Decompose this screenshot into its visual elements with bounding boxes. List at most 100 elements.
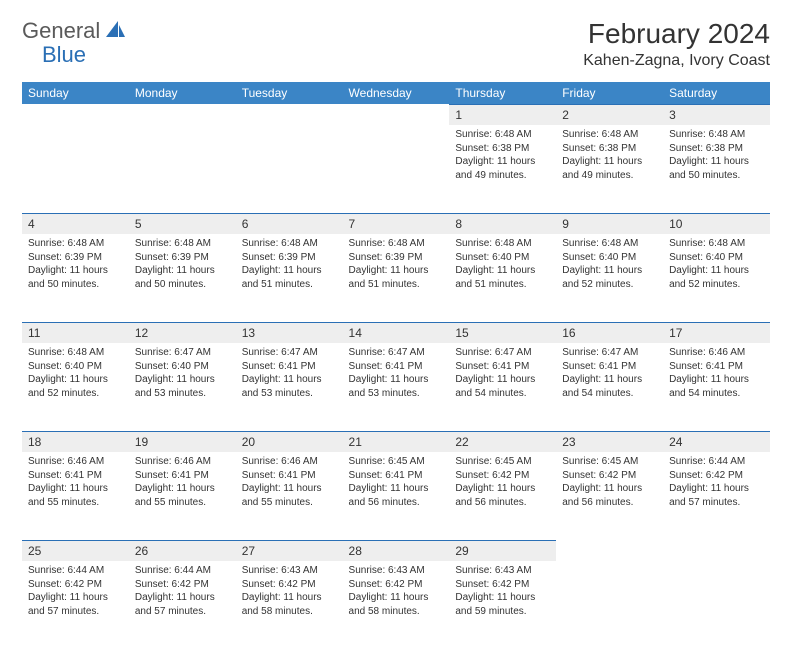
day-content-cell: Sunrise: 6:44 AMSunset: 6:42 PMDaylight:… <box>129 561 236 649</box>
day-content: Sunrise: 6:46 AMSunset: 6:41 PMDaylight:… <box>22 452 129 515</box>
day-content-cell <box>22 125 129 213</box>
day-content-cell: Sunrise: 6:47 AMSunset: 6:40 PMDaylight:… <box>129 343 236 431</box>
day-number: 2 <box>556 104 663 125</box>
month-title: February 2024 <box>583 18 770 50</box>
day-content-cell <box>129 125 236 213</box>
day-number: 29 <box>449 540 556 561</box>
day-content: Sunrise: 6:48 AMSunset: 6:38 PMDaylight:… <box>449 125 556 188</box>
logo: General <box>22 18 128 44</box>
day-content-cell: Sunrise: 6:43 AMSunset: 6:42 PMDaylight:… <box>236 561 343 649</box>
weekday-header: Friday <box>556 82 663 104</box>
day-content-cell: Sunrise: 6:48 AMSunset: 6:39 PMDaylight:… <box>343 234 450 322</box>
day-content: Sunrise: 6:45 AMSunset: 6:42 PMDaylight:… <box>449 452 556 515</box>
day-number-cell <box>22 104 129 125</box>
day-number-cell: 13 <box>236 322 343 343</box>
day-content: Sunrise: 6:47 AMSunset: 6:40 PMDaylight:… <box>129 343 236 406</box>
day-number-cell <box>343 104 450 125</box>
day-content-cell: Sunrise: 6:46 AMSunset: 6:41 PMDaylight:… <box>663 343 770 431</box>
day-content: Sunrise: 6:44 AMSunset: 6:42 PMDaylight:… <box>129 561 236 624</box>
day-number: 3 <box>663 104 770 125</box>
day-content-cell: Sunrise: 6:45 AMSunset: 6:42 PMDaylight:… <box>556 452 663 540</box>
day-content: Sunrise: 6:48 AMSunset: 6:39 PMDaylight:… <box>236 234 343 297</box>
day-content-cell: Sunrise: 6:47 AMSunset: 6:41 PMDaylight:… <box>236 343 343 431</box>
day-number: 7 <box>343 213 450 234</box>
day-content-cell: Sunrise: 6:43 AMSunset: 6:42 PMDaylight:… <box>343 561 450 649</box>
day-number-cell: 16 <box>556 322 663 343</box>
day-number-cell: 23 <box>556 431 663 452</box>
day-content: Sunrise: 6:48 AMSunset: 6:39 PMDaylight:… <box>343 234 450 297</box>
day-content-cell: Sunrise: 6:46 AMSunset: 6:41 PMDaylight:… <box>129 452 236 540</box>
day-number: 5 <box>129 213 236 234</box>
day-content: Sunrise: 6:45 AMSunset: 6:41 PMDaylight:… <box>343 452 450 515</box>
day-content-cell: Sunrise: 6:48 AMSunset: 6:40 PMDaylight:… <box>22 343 129 431</box>
day-number: 26 <box>129 540 236 561</box>
day-number: 15 <box>449 322 556 343</box>
day-number-cell: 9 <box>556 213 663 234</box>
day-number-cell: 2 <box>556 104 663 125</box>
day-number-cell: 28 <box>343 540 450 561</box>
logo-text-general: General <box>22 18 100 44</box>
day-number: 17 <box>663 322 770 343</box>
day-content-cell: Sunrise: 6:48 AMSunset: 6:40 PMDaylight:… <box>556 234 663 322</box>
day-number-cell: 29 <box>449 540 556 561</box>
location-label: Kahen-Zagna, Ivory Coast <box>583 52 770 70</box>
day-content-cell: Sunrise: 6:45 AMSunset: 6:42 PMDaylight:… <box>449 452 556 540</box>
day-number-cell <box>129 104 236 125</box>
day-number: 21 <box>343 431 450 452</box>
day-number-row: 2526272829 <box>22 540 770 561</box>
day-content: Sunrise: 6:44 AMSunset: 6:42 PMDaylight:… <box>663 452 770 515</box>
day-number-cell: 7 <box>343 213 450 234</box>
day-content: Sunrise: 6:43 AMSunset: 6:42 PMDaylight:… <box>449 561 556 624</box>
day-number: 9 <box>556 213 663 234</box>
day-content: Sunrise: 6:48 AMSunset: 6:39 PMDaylight:… <box>129 234 236 297</box>
day-content-row: Sunrise: 6:44 AMSunset: 6:42 PMDaylight:… <box>22 561 770 649</box>
day-content: Sunrise: 6:48 AMSunset: 6:39 PMDaylight:… <box>22 234 129 297</box>
weekday-header: Wednesday <box>343 82 450 104</box>
day-number-row: 123 <box>22 104 770 125</box>
day-content-cell: Sunrise: 6:43 AMSunset: 6:42 PMDaylight:… <box>449 561 556 649</box>
day-content-cell <box>556 561 663 649</box>
day-content-row: Sunrise: 6:46 AMSunset: 6:41 PMDaylight:… <box>22 452 770 540</box>
day-content-cell: Sunrise: 6:48 AMSunset: 6:39 PMDaylight:… <box>129 234 236 322</box>
day-number: 12 <box>129 322 236 343</box>
day-number-cell: 12 <box>129 322 236 343</box>
day-number-cell: 26 <box>129 540 236 561</box>
day-number: 27 <box>236 540 343 561</box>
day-number-cell <box>663 540 770 561</box>
day-content: Sunrise: 6:44 AMSunset: 6:42 PMDaylight:… <box>22 561 129 624</box>
day-number-cell: 19 <box>129 431 236 452</box>
day-content: Sunrise: 6:48 AMSunset: 6:40 PMDaylight:… <box>449 234 556 297</box>
day-content: Sunrise: 6:47 AMSunset: 6:41 PMDaylight:… <box>236 343 343 406</box>
day-number-row: 11121314151617 <box>22 322 770 343</box>
day-number: 23 <box>556 431 663 452</box>
day-content-cell: Sunrise: 6:47 AMSunset: 6:41 PMDaylight:… <box>449 343 556 431</box>
day-number: 22 <box>449 431 556 452</box>
day-content: Sunrise: 6:48 AMSunset: 6:38 PMDaylight:… <box>663 125 770 188</box>
day-number: 1 <box>449 104 556 125</box>
calendar-table: SundayMondayTuesdayWednesdayThursdayFrid… <box>22 82 770 649</box>
day-number-cell: 24 <box>663 431 770 452</box>
day-content: Sunrise: 6:43 AMSunset: 6:42 PMDaylight:… <box>236 561 343 624</box>
day-number: 10 <box>663 213 770 234</box>
day-content: Sunrise: 6:46 AMSunset: 6:41 PMDaylight:… <box>663 343 770 406</box>
day-content-cell: Sunrise: 6:48 AMSunset: 6:38 PMDaylight:… <box>663 125 770 213</box>
day-content-row: Sunrise: 6:48 AMSunset: 6:40 PMDaylight:… <box>22 343 770 431</box>
logo-sail-icon <box>104 19 126 44</box>
day-content-cell: Sunrise: 6:44 AMSunset: 6:42 PMDaylight:… <box>663 452 770 540</box>
day-content-cell: Sunrise: 6:48 AMSunset: 6:38 PMDaylight:… <box>449 125 556 213</box>
day-content: Sunrise: 6:48 AMSunset: 6:40 PMDaylight:… <box>556 234 663 297</box>
day-number: 8 <box>449 213 556 234</box>
day-number-cell: 15 <box>449 322 556 343</box>
day-content: Sunrise: 6:47 AMSunset: 6:41 PMDaylight:… <box>343 343 450 406</box>
day-content-row: Sunrise: 6:48 AMSunset: 6:38 PMDaylight:… <box>22 125 770 213</box>
day-content-cell: Sunrise: 6:48 AMSunset: 6:39 PMDaylight:… <box>236 234 343 322</box>
weekday-header: Tuesday <box>236 82 343 104</box>
day-number-cell: 22 <box>449 431 556 452</box>
day-content-cell: Sunrise: 6:47 AMSunset: 6:41 PMDaylight:… <box>343 343 450 431</box>
day-number: 19 <box>129 431 236 452</box>
day-number: 16 <box>556 322 663 343</box>
day-content: Sunrise: 6:45 AMSunset: 6:42 PMDaylight:… <box>556 452 663 515</box>
day-number-cell <box>556 540 663 561</box>
day-content-cell <box>343 125 450 213</box>
day-content-cell: Sunrise: 6:46 AMSunset: 6:41 PMDaylight:… <box>236 452 343 540</box>
